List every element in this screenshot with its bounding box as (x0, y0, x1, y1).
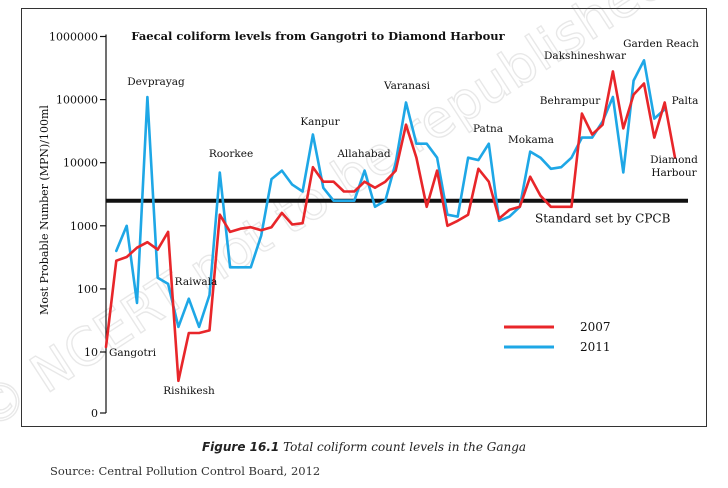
legend-label-2007: 2007 (580, 320, 611, 334)
figure-caption-text: Total coliform count levels in the Ganga (283, 440, 527, 454)
y-tick-label-4: 10000 (63, 157, 98, 170)
location-label-mokama-9: Mokama (508, 134, 554, 146)
y-axis-label: Most Probable Number (MPN)/100ml (38, 105, 51, 315)
figure-number: Figure 16.1 (201, 440, 280, 454)
legend: 2007 2011 (504, 320, 611, 354)
y-tick-label-1: 10 (84, 346, 98, 359)
y-tick-label-3: 1000 (70, 220, 98, 233)
source-note: Source: Central Pollution Control Board,… (50, 464, 321, 478)
location-label-patna-8: Patna (473, 123, 503, 135)
location-label-raiwala-3: Raiwala (175, 276, 218, 288)
location-label-palta-13: Palta (672, 95, 699, 107)
y-tick-label-2: 100 (77, 283, 98, 296)
series-line-2011 (115, 59, 666, 329)
y-axis: 0 10 100 1000 10000 100000 1000000 (49, 31, 107, 420)
location-labels: Gangotri Devprayag Rishikesh Raiwala Roorkee… (109, 38, 699, 397)
location-label-varanasi-7: Varanasi (383, 80, 431, 92)
location-label-roorkee-4: Roorkee (209, 148, 253, 160)
figure-caption: Figure 16.1 Total coliform count levels … (0, 440, 728, 454)
location-label-gangotri-0: Gangotri (109, 347, 157, 359)
y-tick-label-5: 100000 (56, 94, 98, 107)
chart-title: Faecal coliform levels from Gangotri to … (131, 29, 505, 43)
location-label-dakshineshwar-11: Dakshineshwar (544, 50, 627, 62)
location-label-harbour-15: Harbour (651, 167, 697, 179)
location-label-garden-reach-12: Garden Reach (623, 38, 699, 50)
coliform-line-chart: © NCERT not to be republished Faecal col… (0, 0, 699, 440)
location-label-devprayag-1: Devprayag (127, 76, 185, 88)
y-tick-label-0: 0 (91, 407, 98, 420)
location-label-rishikesh-2: Rishikesh (163, 385, 215, 397)
location-label-behrampur-10: Behrampur (540, 95, 601, 107)
location-label-allahabad-6: Allahabad (336, 148, 391, 160)
location-label-kanpur-5: Kanpur (300, 116, 340, 128)
reference-line-label: Standard set by CPCB (535, 212, 671, 226)
legend-label-2011: 2011 (580, 340, 611, 354)
location-label-diamond-14: Diamond (650, 154, 698, 166)
reference-line-group: Standard set by CPCB (106, 198, 688, 226)
chart-frame (21, 8, 707, 427)
series-lines (104, 59, 677, 383)
y-tick-label-6: 1000000 (49, 31, 98, 44)
series-line-2007 (104, 70, 677, 383)
